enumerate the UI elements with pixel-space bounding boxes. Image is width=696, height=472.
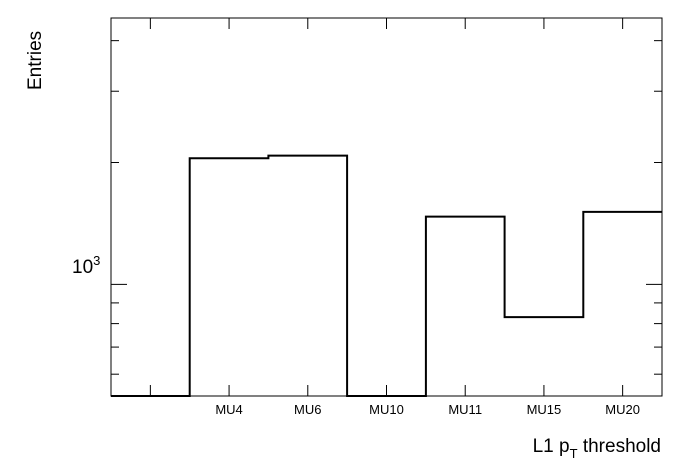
x-tick-label: MU15 bbox=[527, 402, 562, 417]
y-tick-label-1000: 103 bbox=[72, 253, 100, 278]
y-axis-title: Entries bbox=[25, 31, 46, 90]
x-tick-label: MU6 bbox=[294, 402, 321, 417]
y-axis-ticks bbox=[111, 40, 662, 375]
x-tick-labels: MU4 MU6 MU10 MU11 MU15 MU20 bbox=[215, 402, 640, 417]
x-tick-label: MU10 bbox=[369, 402, 404, 417]
plot-frame bbox=[110, 17, 663, 397]
x-tick-label: MU20 bbox=[605, 402, 640, 417]
x-axis-ticks bbox=[149, 18, 624, 396]
x-tick-label: MU11 bbox=[448, 402, 482, 417]
x-tick-label: MU4 bbox=[215, 402, 242, 417]
histogram-line bbox=[111, 154, 662, 397]
x-axis-title: L1 pT threshold bbox=[533, 436, 661, 461]
